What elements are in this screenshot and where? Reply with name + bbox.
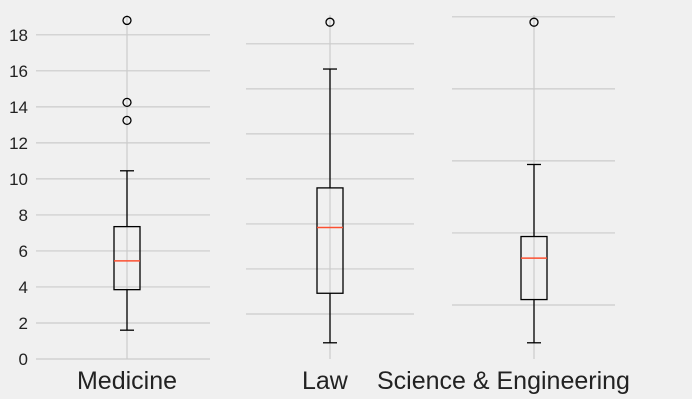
y-tick-label: 4 <box>19 278 28 297</box>
y-tick-label: 16 <box>9 62 28 81</box>
y-tick-label: 14 <box>9 98 28 117</box>
outlier-point-science-engineering <box>529 17 539 27</box>
category-label: Medicine <box>77 367 177 394</box>
y-tick-label: 12 <box>9 134 28 153</box>
outlier-point-medicine <box>122 115 132 126</box>
outlier-point-medicine <box>122 15 132 26</box>
category-label: Science & Engineering <box>377 367 630 394</box>
outlier-point-medicine <box>122 97 132 108</box>
box-science-engineering <box>520 235 548 301</box>
y-tick-label: 18 <box>9 26 28 45</box>
y-tick-label: 8 <box>19 206 28 225</box>
y-tick-label: 6 <box>19 242 28 261</box>
y-tick-label: 2 <box>19 314 28 333</box>
category-label: Law <box>302 367 349 394</box>
box-medicine <box>113 225 141 291</box>
box-law <box>316 187 344 294</box>
y-tick-label: 0 <box>19 350 28 369</box>
outlier-point-law <box>325 17 335 27</box>
y-tick-label: 10 <box>9 170 28 189</box>
